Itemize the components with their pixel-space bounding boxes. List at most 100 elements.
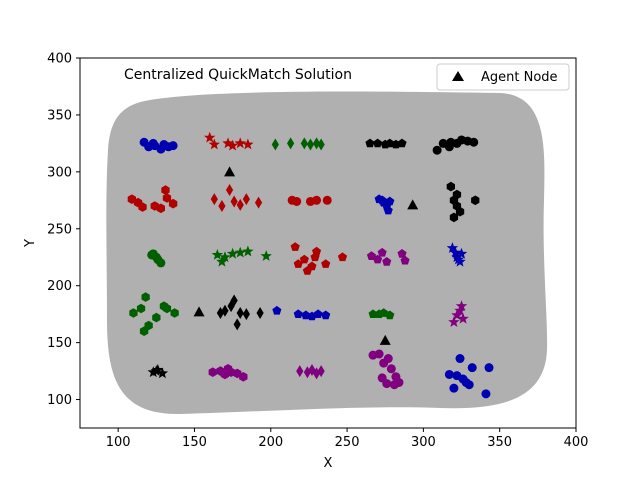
purple-circle-point [383, 354, 393, 364]
blue-star-point [451, 251, 463, 263]
black-diamond-point [236, 307, 244, 320]
purple-circle-point [389, 380, 399, 390]
red-circle-point [322, 195, 332, 205]
red-diamond-point [225, 184, 234, 197]
green-hexagon-point [170, 308, 179, 318]
red-pentagon-point [321, 259, 331, 268]
y-tick-label: 100 [47, 393, 72, 408]
x-tick-label: 250 [335, 435, 360, 450]
black-diamond-point [233, 318, 241, 331]
red-star-point [242, 138, 254, 150]
x-tick-label: 200 [258, 435, 283, 450]
blue-star-point [449, 246, 462, 258]
black-diamond-point [221, 304, 229, 317]
legend-label: Agent Node [481, 70, 558, 85]
blue-star-point [455, 247, 468, 259]
purple-diamond-point [303, 366, 311, 379]
blue-star-point [446, 242, 459, 253]
green-diamond-point [287, 137, 295, 150]
red-hexagon-point [161, 185, 170, 195]
blue-circle-point [481, 389, 491, 399]
x-tick-label: 300 [411, 435, 436, 450]
green-diamond-point [271, 138, 279, 151]
red-pentagon-point [290, 242, 300, 251]
green-hexagon-point [152, 312, 161, 323]
y-axis-label: Y [23, 239, 38, 248]
blue-pentagon-point [377, 195, 387, 205]
black-hexagon-point [449, 212, 459, 223]
red-diamond-point [254, 196, 263, 209]
red-hexagon-point [138, 202, 147, 212]
green-diamond-point [306, 138, 315, 151]
red-diamond-point [242, 193, 250, 206]
purple-star-point [455, 300, 468, 311]
y-tick-label: 250 [47, 222, 72, 237]
blue-star-point [452, 253, 465, 265]
red-star-point [226, 139, 239, 151]
y-tick-label: 300 [47, 165, 72, 180]
green-hexagon-point [139, 326, 149, 336]
blue-circle-point [464, 380, 474, 390]
purple-pentagon-point [400, 255, 410, 265]
green-hexagon-point [162, 303, 172, 314]
purple-hexagon-point [208, 367, 217, 377]
black-hexagon-point [471, 195, 480, 206]
blue-pentagon-point [385, 196, 395, 206]
red-circle-point [312, 195, 322, 205]
black-pentagon-point [373, 138, 383, 148]
black-circle-point [432, 145, 442, 155]
blue-pentagon-point [293, 309, 303, 318]
black-diamond-point [256, 307, 264, 320]
blue-circle-point [484, 363, 494, 373]
plot-area [79, 57, 577, 429]
purple-circle-point [374, 349, 384, 359]
purple-pentagon-point [382, 257, 392, 266]
black-diamond-point [242, 308, 250, 321]
green-star-point [226, 247, 239, 259]
green-hexagon-point [129, 308, 138, 318]
blue-pentagon-point [321, 310, 331, 320]
green-diamond-point [312, 137, 321, 150]
blue-circle-point [467, 363, 477, 373]
black-pentagon-point [397, 138, 407, 148]
red-hexagon-point [156, 203, 165, 214]
green-diamond-point [317, 138, 325, 151]
black-star-point [147, 366, 159, 378]
x-tick-label: 350 [487, 435, 512, 450]
green-circle-point [147, 250, 157, 260]
purple-hexagon-point [223, 364, 233, 374]
blue-circle-point [452, 371, 462, 381]
purple-pentagon-point [373, 254, 383, 264]
green-star-point [242, 245, 254, 257]
black-hexagon-point [455, 206, 465, 217]
blue-circle-point [168, 141, 178, 151]
black-hexagon-point [446, 181, 455, 192]
legend-box [436, 63, 570, 91]
black-diamond-point [230, 294, 238, 307]
red-star-point [222, 137, 234, 149]
legend: Agent Node [436, 63, 570, 91]
green-star-point [219, 251, 231, 263]
green-hexagon-point [141, 292, 150, 302]
blue-circle-point [449, 383, 459, 393]
blue-circle-point [444, 369, 454, 379]
chart-title: Centralized QuickMatch Solution [124, 67, 352, 83]
blue-circle-point [148, 138, 158, 148]
y-tick-label: 150 [47, 336, 72, 351]
y-tick-label: 400 [47, 52, 72, 67]
purple-diamond-point [317, 365, 325, 378]
environment-region [106, 91, 548, 415]
agent-node-triangle [407, 199, 419, 210]
y-tick-label: 200 [47, 279, 72, 294]
agent-node-triangle [224, 166, 236, 177]
black-circle-point [444, 142, 454, 152]
agent-node-triangle [379, 334, 391, 345]
purple-star-point [457, 312, 469, 324]
purple-circle-point [382, 379, 392, 389]
data-markers [127, 131, 494, 399]
green-star-point [234, 246, 246, 258]
y-axis-ticks: 100 150 200 250 300 350 400 [47, 52, 80, 408]
green-diamond-point [300, 137, 308, 150]
y-tick-label: 350 [47, 108, 72, 123]
red-diamond-point [210, 193, 218, 206]
